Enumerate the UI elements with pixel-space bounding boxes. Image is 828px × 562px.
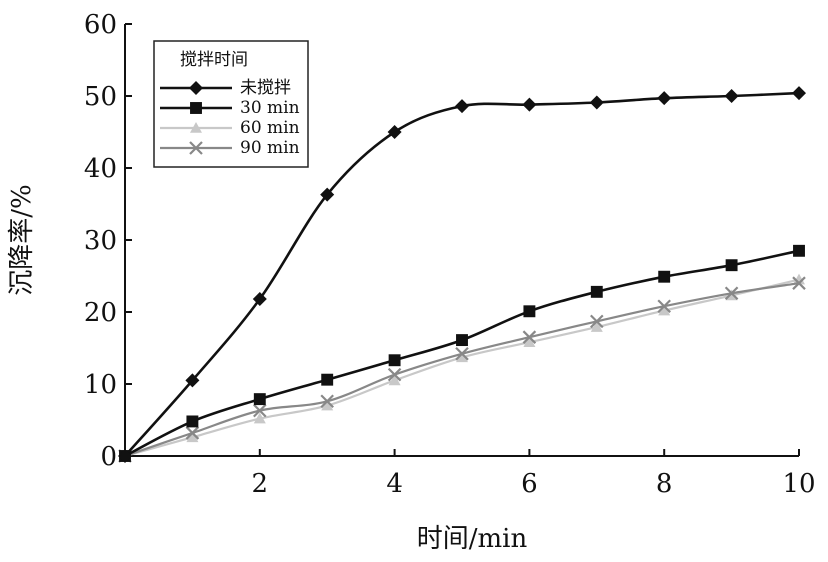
x-tick-label: 10 <box>782 469 815 499</box>
data-point <box>321 373 334 386</box>
data-point <box>456 334 468 347</box>
data-point <box>523 305 536 318</box>
data-point <box>252 292 267 307</box>
data-point <box>724 89 739 103</box>
data-point <box>657 299 671 314</box>
legend-label: 60 min <box>240 118 300 138</box>
series-line <box>124 278 800 458</box>
data-point <box>253 412 266 424</box>
y-tick-label: 60 <box>84 10 117 40</box>
legend-box <box>153 40 309 168</box>
legend-swatch-marker <box>189 81 203 95</box>
data-point <box>522 97 537 112</box>
data-point <box>320 187 335 202</box>
x-tick-label: 8 <box>656 469 673 499</box>
data-point <box>387 125 402 139</box>
y-tick-label: 0 <box>100 442 117 472</box>
x-tick-label: 6 <box>521 469 538 499</box>
y-tick-label: 20 <box>84 298 117 328</box>
data-point <box>320 394 334 409</box>
series-2 <box>119 273 805 461</box>
data-point <box>321 399 334 411</box>
data-point <box>185 373 200 388</box>
data-point <box>455 99 469 114</box>
data-point <box>658 270 671 283</box>
data-point <box>590 314 604 329</box>
legend-swatch-marker <box>190 122 202 133</box>
legend-title: 搅拌时间 <box>180 50 248 70</box>
series-layer <box>118 86 806 463</box>
legend-entry: 90 min <box>160 138 300 158</box>
data-point <box>388 354 401 367</box>
data-point <box>522 330 537 344</box>
data-point <box>590 285 603 298</box>
series-3 <box>118 276 806 463</box>
data-point <box>590 321 603 332</box>
legend-label: 30 min <box>240 98 300 118</box>
legend-entry: 60 min <box>160 118 300 138</box>
y-tick-label: 40 <box>84 154 117 184</box>
data-point <box>118 449 132 463</box>
data-point <box>589 95 604 110</box>
data-point <box>185 426 200 440</box>
series-line <box>124 282 800 458</box>
data-point <box>388 374 401 386</box>
legend-label: 未搅拌 <box>240 78 291 98</box>
data-point <box>455 346 469 361</box>
x-tick-label: 4 <box>386 469 403 499</box>
data-point <box>657 91 672 106</box>
data-point <box>253 393 266 406</box>
data-point <box>186 415 199 428</box>
ticks: 0 10 20 30 40 50 60 2 4 6 8 10 <box>84 10 816 499</box>
y-axis-label: 沉降率/% <box>7 184 37 295</box>
data-point <box>658 304 671 316</box>
data-point <box>186 431 199 443</box>
data-point <box>253 403 267 418</box>
series-1 <box>119 244 805 462</box>
series-0 <box>118 86 806 463</box>
legend-entry: 30 min <box>160 98 300 118</box>
legend-label: 90 min <box>240 138 300 158</box>
x-tick-label: 2 <box>252 469 269 499</box>
data-point <box>523 336 536 348</box>
data-point <box>792 276 806 290</box>
y-tick-label: 30 <box>84 226 117 256</box>
data-point <box>724 286 739 301</box>
legend-entry: 未搅拌 <box>160 78 291 98</box>
data-point <box>456 351 468 363</box>
data-point <box>387 367 402 382</box>
x-axis-label: 时间/min <box>417 524 528 554</box>
y-tick-label: 50 <box>84 82 117 112</box>
data-point <box>792 86 806 101</box>
data-point <box>793 244 805 257</box>
data-point <box>725 259 738 272</box>
legend-swatch-marker <box>189 141 203 155</box>
y-tick-label: 10 <box>84 370 117 400</box>
legend-swatch-marker <box>190 102 202 114</box>
series-line <box>124 91 800 457</box>
